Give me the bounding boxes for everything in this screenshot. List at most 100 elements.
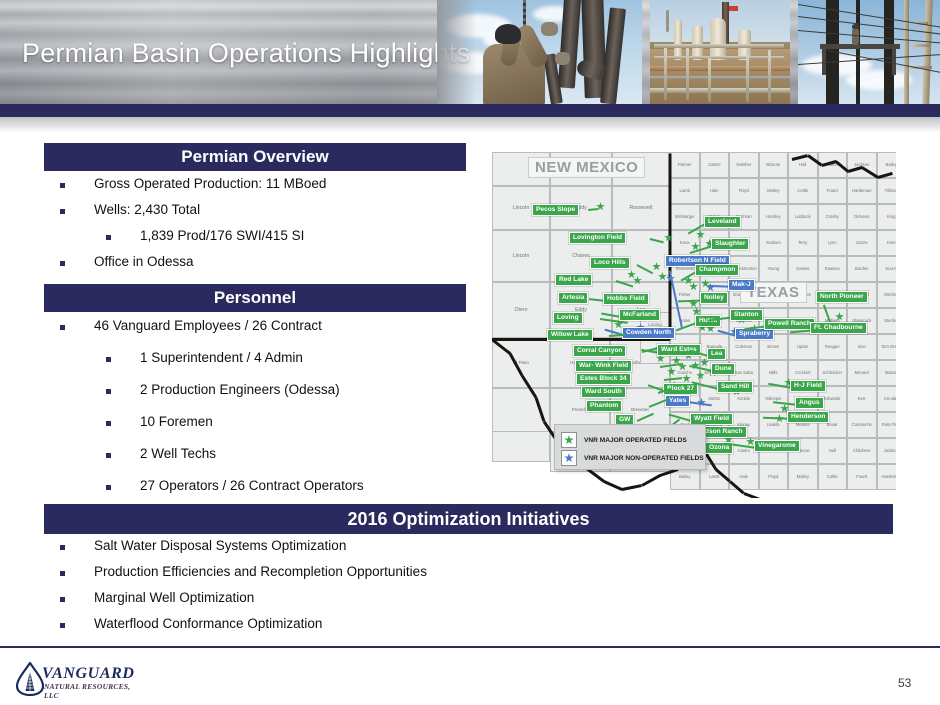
- county-label: Kendall: [884, 396, 896, 401]
- field-label: Leveland: [704, 216, 741, 228]
- county-label: Tillman: [884, 188, 896, 193]
- header-dropshadow: [0, 117, 940, 133]
- logo-wordmark: VANGUARD: [42, 665, 135, 682]
- county-cell: [817, 464, 847, 490]
- county-label: Chaves: [572, 253, 590, 259]
- green-star-icon: [561, 432, 577, 448]
- county-label: Throckmorton: [731, 266, 757, 271]
- legend-label-non-operated: VNR MAJOR NON-OPERATED FIELDS: [584, 454, 704, 462]
- county-label: Gillespie: [765, 396, 782, 401]
- county-label: Menard: [854, 370, 869, 375]
- field-label: Yates: [665, 395, 691, 407]
- county-cell: [847, 438, 877, 464]
- field-label: Angus: [795, 397, 824, 409]
- field-label: Ward Estes: [657, 344, 701, 356]
- county-cell: [817, 230, 847, 256]
- bullet-row: 10 Foremen: [44, 414, 364, 446]
- county-label: Childress: [853, 448, 871, 453]
- bullet-square-icon: [106, 421, 111, 426]
- bullet-row: 46 Vanguard Employees / 26 Contract: [44, 318, 364, 350]
- bullet-text: Marginal Well Optimization: [94, 590, 255, 605]
- county-cell: [670, 204, 700, 230]
- county-label: El Paso: [513, 360, 529, 365]
- bullet-text: 2 Production Engineers (Odessa): [140, 382, 340, 397]
- county-label: Lamb: [679, 188, 690, 193]
- blue-star-icon: [561, 450, 577, 466]
- county-label: Winkler: [647, 348, 663, 353]
- bullet-text: Salt Water Disposal Systems Optimization: [94, 538, 347, 553]
- overview-bullet-list: Gross Operated Production: 11 MBoed Wells…: [44, 176, 326, 280]
- gas-processing-plant-photo: [650, 0, 790, 104]
- county-label: Nolan: [679, 318, 691, 323]
- county-label: Briscoe: [766, 162, 781, 167]
- oil-rig-worker-photo: [437, 0, 642, 104]
- county-cell: [876, 334, 896, 360]
- field-label: Cowden North: [622, 327, 676, 339]
- field-label: Sand Hill: [717, 381, 754, 393]
- county-cell: [758, 256, 788, 282]
- bullet-row: Production Efficiencies and Recompletion…: [44, 564, 427, 590]
- county-label: Foard: [856, 474, 868, 479]
- county-label: Reagan: [824, 344, 840, 349]
- county-label: Glasscock: [852, 318, 872, 323]
- field-label: Hobbs Field: [603, 293, 649, 305]
- field-label: Slaughter: [711, 238, 750, 250]
- county-label: Briscoe: [795, 448, 810, 453]
- county-cell: [788, 204, 818, 230]
- county-label: Culberson: [612, 360, 668, 365]
- county-label: Stonewall: [675, 266, 694, 271]
- county-cell: [876, 256, 896, 282]
- county-cell: [847, 464, 877, 490]
- field-label: Henderson: [787, 411, 830, 423]
- bullet-text: 10 Foremen: [140, 414, 213, 429]
- county-cell: [876, 412, 896, 438]
- county-label: Sutton: [708, 396, 721, 401]
- field-label: Lea: [707, 348, 727, 360]
- border-segment: [743, 492, 761, 498]
- bullet-square-icon: [60, 623, 65, 628]
- county-label: Tom Green: [880, 344, 896, 349]
- county-cell: [758, 464, 788, 490]
- county-label: Brewster: [630, 407, 650, 412]
- field-label: Mak-J: [728, 279, 755, 291]
- county-label: Crockett: [794, 370, 811, 375]
- bullet-square-icon: [106, 389, 111, 394]
- field-label: McFarland: [619, 309, 660, 321]
- county-label: Bailey: [679, 474, 691, 479]
- county-label: Hall: [828, 448, 836, 453]
- county-cell: [758, 178, 788, 204]
- county-label: Runnels: [706, 344, 722, 349]
- bullet-row: 2 Production Engineers (Odessa): [44, 382, 364, 414]
- field-label: Loco Hills: [590, 257, 630, 269]
- field-label: Ozona: [705, 442, 734, 454]
- county-cell: [847, 360, 877, 386]
- county-label: Bexar: [826, 422, 838, 427]
- county-label: Concho: [677, 370, 692, 375]
- county-cell: [699, 152, 729, 178]
- county-cell: [729, 152, 759, 178]
- county-label: Cottle: [797, 188, 809, 193]
- county-cell: [876, 308, 896, 334]
- bullet-text: Wells: 2,430 Total: [94, 202, 201, 217]
- county-cell: [817, 178, 847, 204]
- county-label: Coleman: [735, 344, 753, 349]
- state-label-texas: TEXAS: [740, 282, 807, 303]
- bullet-row: 1 Superintendent / 4 Admin: [44, 350, 364, 382]
- field-label: Wyatt Field: [690, 413, 734, 425]
- field-label: Champmon: [695, 264, 740, 276]
- initiatives-bullet-list: Salt Water Disposal Systems Optimization…: [44, 538, 427, 642]
- county-cell: [788, 334, 818, 360]
- bullet-square-icon: [106, 453, 111, 458]
- county-label: Hale: [709, 188, 719, 193]
- county-cell: [758, 412, 788, 438]
- county-label: Motley: [796, 474, 809, 479]
- county-label: Cottle: [826, 474, 838, 479]
- bullet-row: Office in Odessa: [44, 254, 326, 280]
- bullet-row: Waterflood Conformance Optimization: [44, 616, 427, 642]
- county-label: Young: [767, 266, 780, 271]
- county-cell: [876, 152, 896, 178]
- county-label: Scurry: [885, 266, 896, 271]
- legend-row-operated: VNR MAJOR OPERATED FIELDS: [561, 432, 687, 448]
- field-label: Phantom: [586, 400, 623, 412]
- county-label: Borden: [854, 266, 869, 271]
